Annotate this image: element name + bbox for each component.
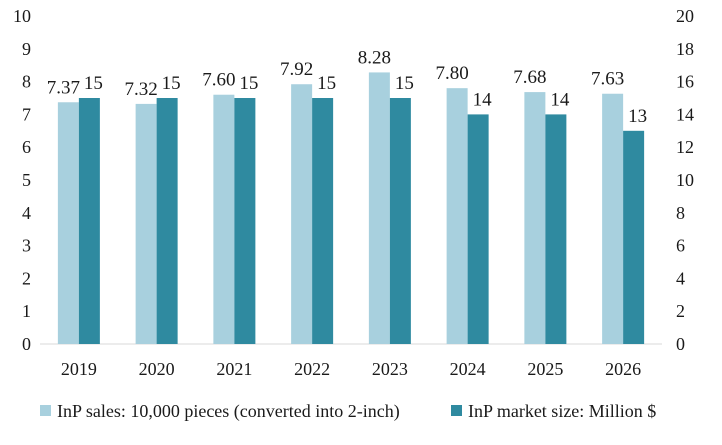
y-right-tick-label: 0: [676, 334, 685, 354]
data-label-inp-sales: 7.32: [125, 79, 158, 100]
y-right-tick-label: 4: [676, 268, 685, 288]
x-tick-label: 2020: [139, 359, 175, 379]
data-label-inp-market-size: 15: [317, 73, 336, 94]
bar-inp-sales: [446, 88, 468, 344]
x-tick-label: 2025: [527, 359, 563, 379]
legend-swatch-inp-market-size: [451, 405, 462, 416]
data-label-inp-market-size: 15: [239, 73, 258, 94]
x-tick-label: 2024: [450, 359, 486, 379]
bar-inp-sales: [368, 72, 390, 344]
y-left-tick-label: 7: [22, 104, 31, 124]
bar-inp-sales: [524, 92, 546, 344]
y-right-tick-label: 18: [676, 39, 694, 59]
bar-inp-market-size: [467, 114, 489, 345]
y-right-tick-label: 20: [676, 6, 694, 26]
y-left-tick-label: 10: [13, 6, 31, 26]
data-label-inp-market-size: 15: [162, 73, 181, 94]
y-right-tick-label: 2: [676, 301, 685, 321]
bars: [57, 72, 645, 345]
bar-inp-market-size: [389, 98, 411, 344]
data-label-inp-sales: 7.68: [513, 67, 546, 88]
y-right-tick-label: 12: [676, 137, 694, 157]
y-left-tick-label: 9: [22, 39, 31, 59]
data-label-inp-market-size: 13: [628, 106, 647, 127]
legend-swatch-inp-sales: [40, 405, 51, 416]
data-label-inp-sales: 7.60: [202, 70, 235, 91]
bar-inp-market-size: [623, 130, 645, 344]
legend: InP sales: 10,000 pieces (converted into…: [40, 401, 656, 422]
bar-inp-sales: [57, 102, 79, 344]
bar-inp-market-size: [545, 114, 567, 345]
bar-inp-market-size: [312, 98, 334, 344]
x-tick-label: 2026: [605, 359, 641, 379]
y-left-tick-label: 0: [22, 334, 31, 354]
y-left-tick-label: 2: [22, 268, 31, 288]
bar-inp-market-size: [234, 98, 256, 344]
x-tick-label: 2022: [294, 359, 330, 379]
data-label-inp-market-size: 15: [395, 73, 414, 94]
data-label-inp-sales: 7.63: [591, 69, 624, 90]
legend-label-inp-market-size: InP market size: Million $: [468, 401, 656, 421]
y-right-tick-label: 10: [676, 170, 694, 190]
bar-inp-sales: [602, 93, 624, 345]
y-right-tick-label: 14: [676, 104, 694, 124]
bar-inp-sales: [135, 103, 157, 345]
y-left-tick-label: 4: [22, 203, 31, 223]
data-label-inp-sales: 7.37: [47, 77, 80, 98]
data-label-inp-sales: 8.28: [358, 47, 391, 68]
y-right-tick-label: 8: [676, 203, 685, 223]
bar-inp-market-size: [156, 98, 178, 344]
data-label-inp-sales: 7.92: [280, 59, 313, 80]
x-tick-label: 2021: [216, 359, 252, 379]
data-label-inp-sales: 7.80: [436, 63, 469, 84]
legend-label-inp-sales: InP sales: 10,000 pieces (converted into…: [57, 401, 400, 422]
bar-inp-sales: [291, 84, 313, 344]
data-label-inp-market-size: 15: [84, 73, 103, 94]
bar-inp-sales: [213, 94, 235, 344]
y-left-tick-label: 5: [22, 170, 31, 190]
bar-inp-market-size: [78, 98, 100, 344]
y-right-tick-label: 6: [676, 236, 685, 256]
y-left-tick-label: 6: [22, 137, 31, 157]
x-tick-label: 2019: [61, 359, 97, 379]
y-right-tick-label: 16: [676, 72, 694, 92]
y-left-tick-label: 3: [22, 236, 31, 256]
y-left-tick-label: 8: [22, 72, 31, 92]
data-label-inp-market-size: 14: [550, 89, 570, 110]
data-label-inp-market-size: 14: [473, 89, 493, 110]
y-left-tick-label: 1: [22, 301, 31, 321]
x-tick-label: 2023: [372, 359, 408, 379]
